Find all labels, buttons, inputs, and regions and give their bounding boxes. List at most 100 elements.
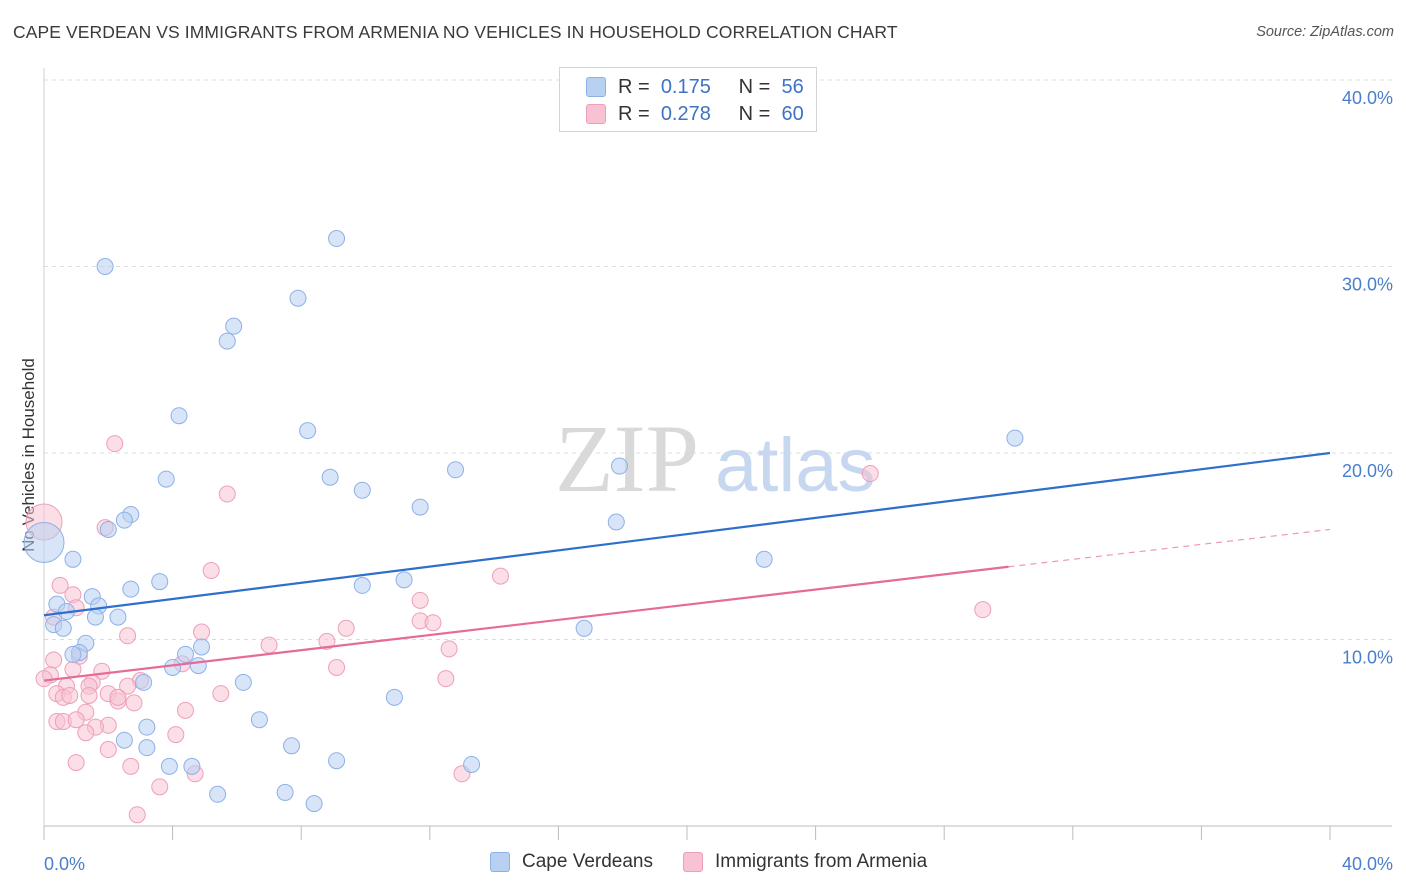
watermark-atlas: atlas [715, 423, 876, 508]
data-point-blue [170, 407, 188, 425]
data-point-blue [164, 658, 182, 676]
data-point-blue [160, 757, 178, 775]
data-point-pink [318, 632, 336, 650]
data-point-blue [353, 576, 371, 594]
data-point-blue [328, 230, 346, 248]
data-point-blue [305, 795, 323, 813]
legend: R = 0.175 N = 56 R = 0.278 N = 60 [559, 67, 817, 132]
data-point-blue [138, 739, 156, 757]
data-point-pink [64, 660, 82, 678]
data-point-blue [122, 580, 140, 598]
axes [43, 68, 1392, 840]
legend-n-value: 60 [781, 102, 804, 125]
legend-n-label: N = [738, 102, 771, 125]
bottom-legend: Cape Verdeans Immigrants from Armenia [490, 851, 957, 873]
data-point-blue [299, 422, 317, 440]
legend-swatch-pink [586, 104, 606, 124]
series-blue-points [23, 230, 1024, 813]
data-point-blue [86, 608, 104, 626]
watermark-zip: ZIP [555, 405, 699, 512]
data-point-blue [23, 522, 65, 564]
data-point-pink [35, 670, 53, 688]
data-point-pink [61, 686, 79, 704]
bottom-legend-item-blue: Cape Verdeans [490, 851, 653, 873]
y-tick-labels: 10.0% 20.0% 30.0% 40.0% [1342, 88, 1393, 668]
data-point-pink [151, 778, 169, 796]
data-point-blue [193, 638, 211, 656]
y-tick-label: 20.0% [1342, 461, 1393, 481]
data-point-pink [492, 567, 510, 585]
data-point-pink [119, 677, 137, 695]
gridlines [44, 79, 1392, 640]
legend-r-value: 0.175 [660, 75, 711, 98]
data-point-pink [861, 465, 879, 483]
x-tick-label: 0.0% [44, 854, 85, 874]
data-point-blue [209, 785, 227, 803]
data-point-blue [1006, 429, 1024, 447]
data-point-blue [135, 673, 153, 691]
data-point-blue [115, 731, 133, 749]
data-point-blue [183, 757, 201, 775]
bottom-legend-label-blue: Cape Verdeans [522, 851, 653, 872]
data-point-pink [437, 670, 455, 688]
data-point-blue [115, 511, 133, 529]
data-point-blue [234, 673, 252, 691]
data-point-blue [225, 317, 243, 335]
data-point-pink [974, 601, 992, 619]
data-point-pink [411, 591, 429, 609]
data-point-blue [395, 571, 413, 589]
trend-line-blue [43, 451, 1331, 617]
data-point-pink [176, 701, 194, 719]
data-point-pink [67, 754, 85, 772]
data-point-blue [176, 645, 194, 663]
data-point-blue [218, 332, 236, 350]
bottom-legend-swatch-blue [490, 852, 510, 872]
data-point-pink [337, 619, 355, 637]
data-point-pink [122, 757, 140, 775]
y-tick-label: 10.0% [1342, 648, 1393, 668]
data-point-pink [424, 614, 442, 632]
data-point-blue [64, 550, 82, 568]
data-point-pink [260, 636, 278, 654]
data-point-pink [99, 741, 117, 759]
data-point-blue [575, 619, 593, 637]
legend-swatch-blue [586, 77, 606, 97]
legend-r-value: 0.278 [660, 102, 711, 125]
trend-lines [43, 451, 1331, 682]
data-point-pink [106, 435, 124, 453]
watermark: ZIP atlas [555, 405, 876, 512]
data-point-pink [212, 685, 230, 703]
data-point-pink [128, 806, 146, 824]
y-tick-label: 40.0% [1342, 88, 1393, 108]
data-point-pink [440, 640, 458, 658]
data-point-blue [283, 737, 301, 755]
data-point-blue [353, 481, 371, 499]
data-point-blue [64, 645, 82, 663]
data-point-blue [99, 520, 117, 538]
data-point-blue [447, 461, 465, 479]
legend-row-blue: R = 0.175 N = 56 [586, 74, 804, 100]
data-point-blue [463, 755, 481, 773]
data-point-blue [289, 289, 307, 307]
x-tick-labels: 0.0% 40.0% [44, 854, 1393, 874]
data-point-pink [51, 576, 69, 594]
data-point-pink [218, 485, 236, 503]
source-text: Source: ZipAtlas.com [1256, 24, 1394, 40]
data-point-blue [321, 468, 339, 486]
y-tick-label: 30.0% [1342, 275, 1393, 295]
data-point-blue [109, 608, 127, 626]
data-point-pink [77, 724, 95, 742]
trend-line-pink [43, 565, 1009, 682]
data-point-blue [96, 258, 114, 275]
data-point-blue [755, 550, 773, 568]
data-point-blue [607, 513, 625, 531]
data-point-pink [80, 686, 98, 704]
legend-row-pink: R = 0.278 N = 60 [586, 101, 804, 127]
legend-r-label: R = [618, 75, 650, 98]
data-point-blue [411, 498, 429, 516]
data-point-pink [67, 711, 85, 729]
data-point-blue [250, 711, 268, 729]
data-point-pink [125, 694, 143, 712]
data-point-pink [167, 726, 185, 744]
